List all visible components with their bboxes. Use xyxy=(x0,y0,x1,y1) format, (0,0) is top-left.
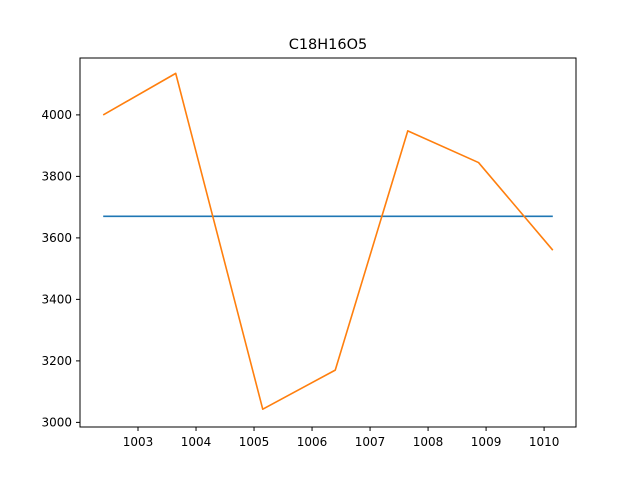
x-tick-label: 1005 xyxy=(239,435,270,449)
y-tick-label: 4000 xyxy=(41,108,72,122)
plot-area: 1003 1004 1005 1006 1007 1008 1009 1010 3000 320… xyxy=(41,57,577,449)
x-tick-label: 1007 xyxy=(355,435,386,449)
chart-title: C18H16O5 xyxy=(289,37,368,53)
x-tick-label: 1006 xyxy=(297,435,328,449)
x-tick-label: 1009 xyxy=(471,435,502,449)
series-layer xyxy=(102,72,554,410)
x-axis: 1003 1004 1005 1006 1007 1008 1009 1010 xyxy=(123,427,560,449)
x-tick-label: 1004 xyxy=(181,435,212,449)
y-tick-label: 3400 xyxy=(41,292,72,306)
x-tick-label: 1010 xyxy=(529,435,560,449)
y-tick-label: 3000 xyxy=(41,415,72,429)
x-tick-label: 1003 xyxy=(123,435,154,449)
axes-frame xyxy=(79,57,577,428)
y-tick-label: 3800 xyxy=(41,169,72,183)
y-axis: 3000 3200 3400 3600 3800 4000 xyxy=(41,108,80,429)
y-tick-label: 3600 xyxy=(41,231,72,245)
series-line-2 xyxy=(102,72,554,410)
y-tick-label: 3200 xyxy=(41,354,72,368)
x-tick-label: 1008 xyxy=(413,435,444,449)
